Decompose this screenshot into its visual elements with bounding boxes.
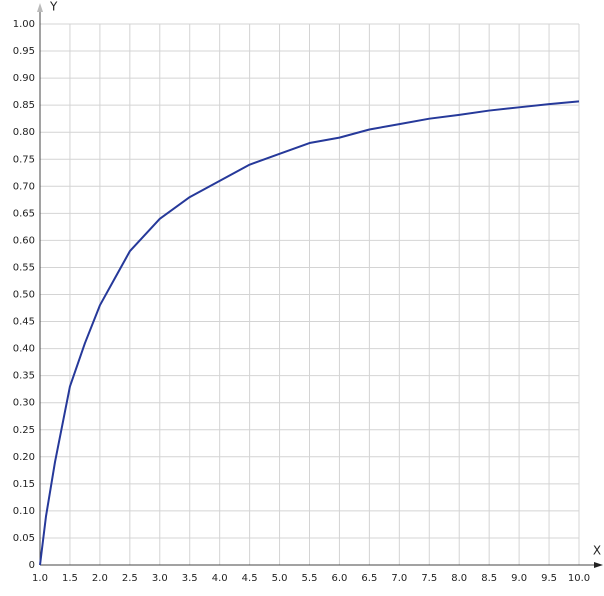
y-tick-label: 0.35 xyxy=(13,371,35,382)
x-tick-label: 5.0 xyxy=(272,573,288,584)
x-tick-label: 4.0 xyxy=(212,573,228,584)
y-tick-label: 0.80 xyxy=(13,127,35,138)
y-axis-title: Y xyxy=(49,0,58,14)
x-tick-label: 1.5 xyxy=(62,573,78,584)
x-tick-label: 3.5 xyxy=(182,573,198,584)
y-tick-label: 0.10 xyxy=(13,506,35,517)
x-axis-arrow xyxy=(594,562,603,568)
y-tick-label: 0.25 xyxy=(13,425,35,436)
y-tick-label: 0.45 xyxy=(13,317,35,328)
y-axis-arrow xyxy=(37,3,43,12)
x-tick-label: 2.5 xyxy=(122,573,138,584)
x-axis-title: X xyxy=(593,544,601,558)
x-tick-label: 3.0 xyxy=(152,573,168,584)
x-tick-label: 9.5 xyxy=(541,573,557,584)
y-tick-label: 0.05 xyxy=(13,533,35,544)
data-line xyxy=(39,100,580,566)
y-tick-label: 0.55 xyxy=(13,262,35,273)
x-tick-label: 1.0 xyxy=(32,573,48,584)
y-tick-label: 0.50 xyxy=(13,290,35,301)
y-tick-label: 1.00 xyxy=(13,19,35,30)
y-tick-label: 0.20 xyxy=(13,452,35,463)
x-tick-label: 6.0 xyxy=(331,573,347,584)
y-tick-label: 0.15 xyxy=(13,479,35,490)
y-tick-label: 0.70 xyxy=(13,181,35,192)
y-tick-label: 0.65 xyxy=(13,208,35,219)
x-tick-label: 7.5 xyxy=(421,573,437,584)
x-tick-label: 2.0 xyxy=(92,573,108,584)
y-tick-label: 0.95 xyxy=(13,46,35,57)
y-tick-label: 0.40 xyxy=(13,344,35,355)
x-tick-label: 6.5 xyxy=(361,573,377,584)
y-tick-label: 0.60 xyxy=(13,235,35,246)
x-tick-label: 7.0 xyxy=(391,573,407,584)
y-tick-label: 0.85 xyxy=(13,100,35,111)
x-tick-label: 10.0 xyxy=(568,573,590,584)
x-tick-label: 4.5 xyxy=(242,573,258,584)
y-tick-label: 0.30 xyxy=(13,398,35,409)
y-tick-label: 0 xyxy=(29,560,35,571)
x-tick-label: 9.0 xyxy=(511,573,527,584)
x-tick-label: 8.5 xyxy=(481,573,497,584)
x-tick-label: 5.5 xyxy=(302,573,318,584)
x-tick-label: 8.0 xyxy=(451,573,467,584)
y-tick-label: 0.90 xyxy=(13,73,35,84)
y-tick-label: 0.75 xyxy=(13,154,35,165)
